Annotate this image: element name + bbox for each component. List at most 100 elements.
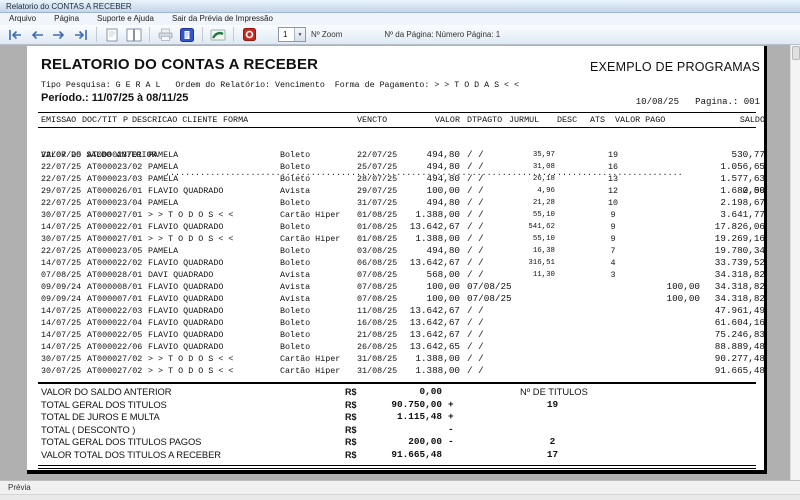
menu-item-2[interactable]: Página (54, 14, 80, 23)
cell-doc: AT000023/03 (87, 174, 143, 184)
cell-ats: 9 (610, 210, 616, 220)
cell-valor: 1.388,00 (415, 209, 460, 220)
cell-dtpagto: / / (467, 341, 484, 352)
cell-dtpagto: 07/08/25 (467, 281, 512, 292)
cell-dtpagto: / / (467, 233, 484, 244)
cell-jurmul: 541,62 (528, 223, 555, 231)
cell-saldo: 19.269,16 (714, 233, 765, 244)
single-page-button[interactable] (102, 27, 122, 43)
cell-saldo: 34.318,82 (714, 293, 765, 304)
cell-emissao: 30/07/25 (41, 366, 82, 376)
cell-emissao: 22/07/25 (41, 246, 82, 256)
toolbar-separator (149, 27, 150, 42)
report-meta: Tipo Pesquisa: G E R A L Ordem do Relató… (41, 81, 519, 90)
print-dialog-button[interactable] (177, 27, 197, 43)
cell-dtpagto: / / (467, 173, 484, 184)
report-page: RELATORIO DO CONTAS A RECEBER EXEMPLO DE… (27, 46, 767, 474)
currency-symbol: R$ (345, 412, 357, 422)
summary-rows: VALOR DO SALDO ANTERIOR R$ 0,00 Nº DE TITUL… (27, 386, 767, 461)
summary-label: VALOR TOTAL DOS TITULOS A RECEBER (41, 448, 221, 460)
print-button[interactable] (155, 27, 175, 43)
cell-dtpagto: 07/08/25 (467, 293, 512, 304)
cell-valor: 13.642,67 (409, 221, 460, 232)
zoom-select[interactable]: 1 ▼ (278, 27, 306, 42)
cell-forma: Boleto (280, 174, 311, 184)
cell-dtpagto: / / (467, 353, 484, 364)
cell-forma: Boleto (280, 222, 311, 232)
cell-forma: Boleto (280, 150, 311, 160)
summary-label: TOTAL GERAL DOS TITULOS (41, 398, 167, 410)
menu-item-1[interactable]: Arquivo (9, 14, 37, 23)
table-header-row: EMISSAO DOC/TIT P DESCRICAO CLIENTE FORMA VEN… (27, 114, 767, 126)
last-page-button[interactable] (71, 27, 91, 43)
cell-doc: AT000027/01 (87, 234, 143, 244)
cell-valor: 13.642,67 (409, 257, 460, 268)
cell-doc: AT000027/02 (87, 366, 143, 376)
table-row: 14/07/25 AT000022/05 FLAVIO QUADRADO Boleto… (27, 329, 767, 341)
menu-item-4[interactable]: Sair da Prévia de Impressão (171, 14, 273, 23)
cell-valor: 494,80 (426, 245, 460, 256)
saldo-anterior-value: 0,00 (742, 185, 765, 196)
cell-valor: 1.388,00 (415, 233, 460, 244)
table-row: 30/07/25 AT000027/02 > > T O D O S < < Cart… (27, 365, 767, 377)
cell-forma: Cartão Hiper (280, 366, 341, 376)
table-row: 22/07/25 AT000023/03 PAMELA Boleto 28/07/25 4… (27, 173, 767, 185)
cell-vencto: 25/07/25 (357, 162, 398, 172)
cell-vencto: 29/07/25 (357, 186, 398, 196)
summary-value: 200,00 (408, 436, 442, 447)
scrollbar-thumb[interactable] (792, 46, 800, 60)
table-row: 29/07/25 AT000026/01 FLAVIO QUADRADO Avista… (27, 185, 767, 197)
cell-emissao: 14/07/25 (41, 306, 82, 316)
cell-doc: AT000028/01 (87, 270, 143, 280)
cell-emissao: 14/07/25 (41, 342, 82, 352)
print-dialog-icon (180, 27, 194, 42)
column-header: FORMA (223, 115, 249, 125)
export-button[interactable] (208, 27, 228, 43)
vertical-scrollbar[interactable] (790, 45, 800, 480)
prev-page-button[interactable] (27, 27, 47, 43)
cell-dtpagto: / / (467, 149, 484, 160)
table-row: 22/07/25 AT000023/02 PAMELA Boleto 25/07/25 4… (27, 161, 767, 173)
cell-jurmul: 316,51 (528, 259, 555, 267)
cell-vencto: 03/08/25 (357, 246, 398, 256)
cell-valor: 494,80 (426, 161, 460, 172)
cell-saldo: 19.780,34 (714, 245, 765, 256)
two-pages-button[interactable] (124, 27, 144, 43)
cell-vencto: 21/08/25 (357, 330, 398, 340)
next-page-icon (51, 29, 67, 41)
cell-dtpagto: / / (467, 365, 484, 376)
cell-valor: 100,00 (426, 293, 460, 304)
summary-row: TOTAL ( DESCONTO ) R$ - (27, 424, 767, 437)
first-page-button[interactable] (5, 27, 25, 43)
divider (38, 468, 756, 469)
cell-jurmul: 55,10 (532, 235, 555, 243)
exit-preview-button[interactable] (239, 27, 259, 43)
cell-valor: 13.642,67 (409, 329, 460, 340)
cell-saldo: 1.577,63 (720, 173, 765, 184)
cell-jurmul: 55,10 (532, 211, 555, 219)
report-period: Período.: 11/07/25 à 08/11/25 (41, 92, 189, 104)
cell-doc: AT000007/01 (87, 294, 143, 304)
cell-ats: 4 (610, 258, 616, 268)
cell-saldo: 2.198,67 (720, 197, 765, 208)
summary-count: 2 (549, 436, 556, 447)
saldo-anterior-label: VALOR DO SALDO ANTERIOR (41, 150, 157, 160)
cell-name: FLAVIO QUADRADO (148, 258, 224, 268)
menu-item-3[interactable]: Suporte e Ajuda (97, 14, 154, 23)
cell-saldo: 91.665,48 (714, 365, 765, 376)
prev-page-icon (29, 29, 45, 41)
table-row: 14/07/25 AT000022/04 FLAVIO QUADRADO Boleto… (27, 317, 767, 329)
cell-valor: 13.642,67 (409, 317, 460, 328)
cell-pago: 100,00 (666, 293, 700, 304)
next-page-button[interactable] (49, 27, 69, 43)
toolbar-separator (233, 27, 234, 42)
summary-sign: - (448, 436, 454, 447)
toolbar: 1 ▼ Nº Zoom Nº da Página: Número Página:… (0, 25, 800, 45)
zoom-value: 1 (283, 30, 288, 39)
last-page-icon (73, 29, 89, 41)
cell-saldo: 1.682,59 (720, 185, 765, 196)
cell-emissao: 22/07/25 (41, 198, 82, 208)
table-row: 14/07/25 AT000022/01 FLAVIO QUADRADO Boleto… (27, 221, 767, 233)
cell-dtpagto: / / (467, 329, 484, 340)
cell-name: > > T O D O S < < (148, 354, 234, 364)
